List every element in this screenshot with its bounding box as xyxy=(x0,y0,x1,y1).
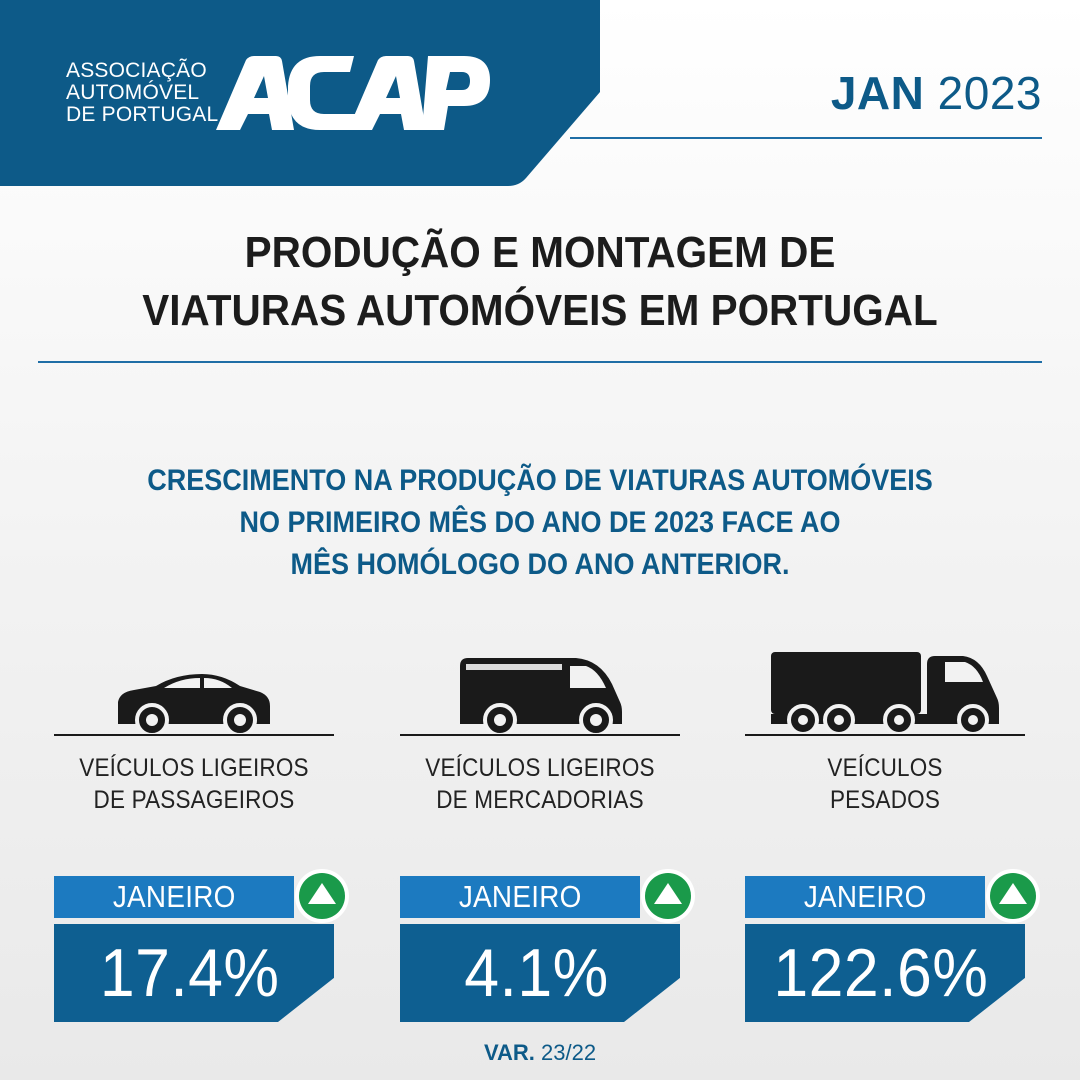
variation-value-box: 17.4% xyxy=(54,924,334,1022)
van-icon xyxy=(460,658,622,736)
variation-value-box: 122.6% xyxy=(745,924,1025,1022)
variation-value: 122.6% xyxy=(773,935,989,1011)
category-label: VEÍCULOS LIGEIROS DE MERCADORIAS xyxy=(414,752,666,816)
association-line: AUTOMÓVEL xyxy=(66,81,200,104)
category-label: VEÍCULOS LIGEIROS DE PASSAGEIROS xyxy=(68,752,320,816)
headline-statement: CRESCIMENTO NA PRODUÇÃO DE VIATURAS AUTO… xyxy=(54,460,1026,586)
headline-line: NO PRIMEIRO MÊS DO ANO DE 2023 FACE AO xyxy=(239,506,841,539)
period-bar: JANEIRO xyxy=(54,876,294,918)
stat-card-heavy: VEÍCULOS PESADOS JANEIRO 122.6% xyxy=(745,640,1040,1030)
variation-value: 4.1% xyxy=(463,935,609,1011)
variation-footnote: VAR. 23/22 xyxy=(0,1040,1080,1066)
period-bar: JANEIRO xyxy=(745,876,985,918)
report-date: JAN 2023 xyxy=(831,66,1042,120)
period-label: JANEIRO xyxy=(458,879,582,914)
ground-line xyxy=(400,734,680,736)
arrow-up-icon xyxy=(295,869,349,923)
footnote-bold: VAR. xyxy=(483,1040,535,1065)
footnote-period: 23/22 xyxy=(541,1040,597,1065)
page-title: PRODUÇÃO E MONTAGEM DE VIATURAS AUTOMÓVE… xyxy=(43,224,1037,340)
period-label: JANEIRO xyxy=(803,879,927,914)
stat-card-light-commercial: VEÍCULOS LIGEIROS DE MERCADORIAS JANEIRO… xyxy=(400,640,695,1030)
acap-logo xyxy=(216,56,490,130)
stat-card-passenger: VEÍCULOS LIGEIROS DE PASSAGEIROS JANEIRO… xyxy=(54,640,349,1030)
car-icon xyxy=(118,674,270,736)
ground-line xyxy=(54,734,334,736)
header-divider xyxy=(570,137,1042,139)
headline-line: MÊS HOMÓLOGO DO ANO ANTERIOR. xyxy=(290,548,790,581)
category-label: VEÍCULOS PESADOS xyxy=(759,752,1011,816)
headline-line: CRESCIMENTO NA PRODUÇÃO DE VIATURAS AUTO… xyxy=(147,464,933,497)
association-line: DE PORTUGAL xyxy=(66,103,219,126)
variation-value-box: 4.1% xyxy=(400,924,680,1022)
category-label-line: VEÍCULOS LIGEIROS xyxy=(425,754,655,782)
period-label: JANEIRO xyxy=(112,879,236,914)
truck-icon xyxy=(771,652,999,736)
association-line: ASSOCIAÇÃO xyxy=(66,59,207,82)
ground-line xyxy=(745,734,1025,736)
variation-value: 17.4% xyxy=(100,935,280,1011)
period-bar: JANEIRO xyxy=(400,876,640,918)
report-month: JAN xyxy=(830,67,925,119)
association-name: ASSOCIAÇÃO AUTOMÓVEL DE PORTUGAL xyxy=(66,60,218,126)
arrow-up-icon xyxy=(986,869,1040,923)
arrow-up-icon xyxy=(641,869,695,923)
category-label-line: DE MERCADORIAS xyxy=(436,786,644,814)
category-label-line: DE PASSAGEIROS xyxy=(93,786,295,814)
category-label-line: VEÍCULOS xyxy=(827,754,943,782)
title-line: PRODUÇÃO E MONTAGEM DE xyxy=(244,228,836,277)
category-label-line: PESADOS xyxy=(829,786,941,814)
category-label-line: VEÍCULOS LIGEIROS xyxy=(79,754,309,782)
report-year: 2023 xyxy=(937,67,1042,119)
title-divider xyxy=(38,361,1042,363)
title-line: VIATURAS AUTOMÓVEIS EM PORTUGAL xyxy=(142,286,938,335)
